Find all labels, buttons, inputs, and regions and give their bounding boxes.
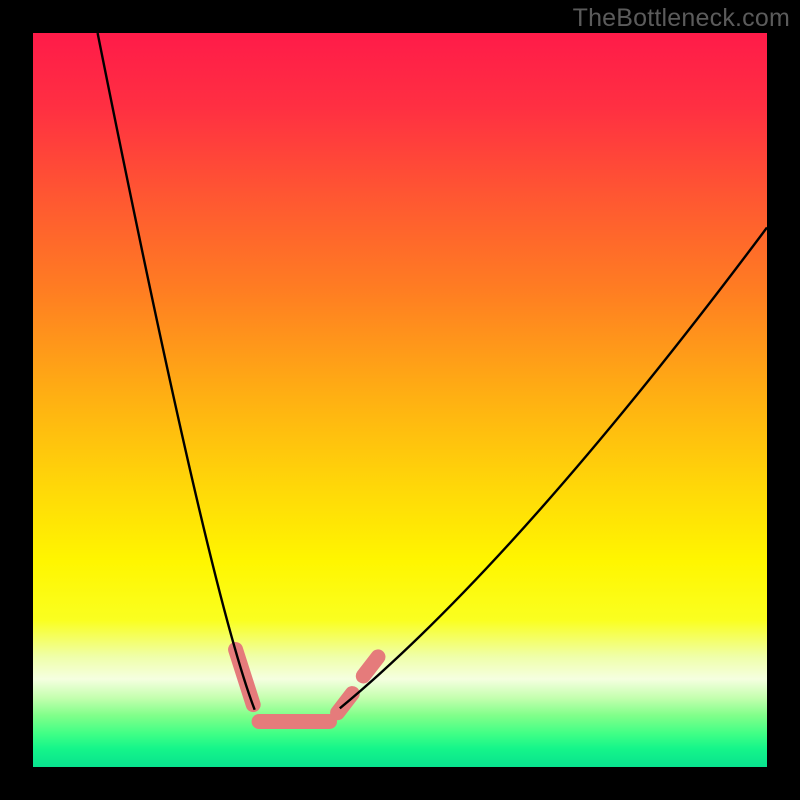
chart-plot-area (33, 33, 767, 767)
watermark-label: TheBottleneck.com (573, 4, 790, 33)
highlight-segment (363, 657, 378, 676)
bottleneck-curve-svg (33, 33, 767, 767)
curve-left-branch (98, 33, 255, 710)
curve-right-branch (340, 228, 767, 709)
